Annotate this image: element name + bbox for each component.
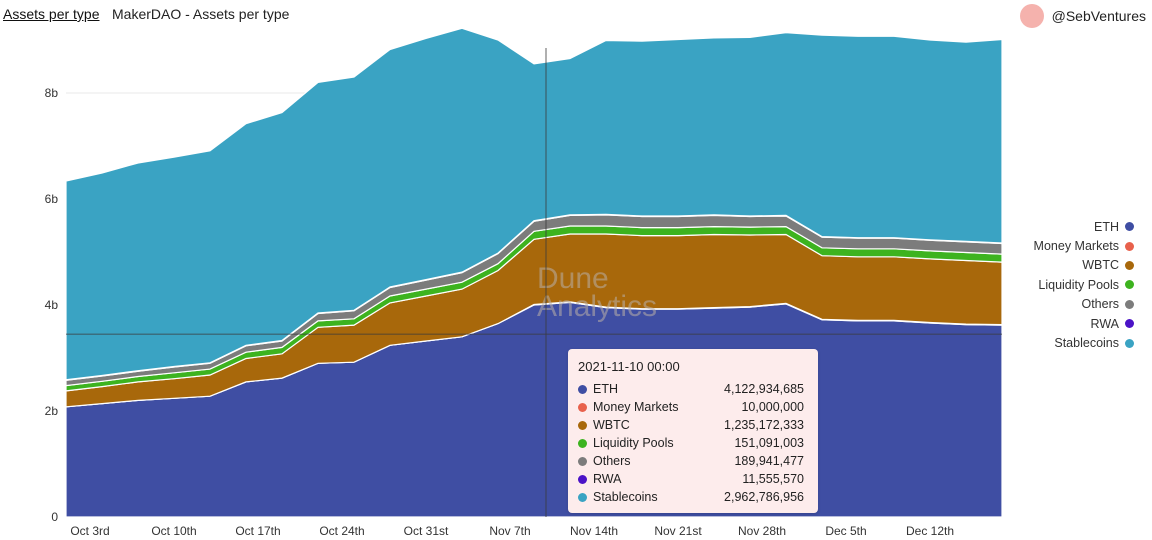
legend-dot-icon xyxy=(1125,222,1134,232)
tooltip-dot-icon xyxy=(578,402,587,412)
legend-label: WBTC xyxy=(1082,258,1119,273)
x-tick-label: Dec 5th xyxy=(825,524,866,538)
author-badge[interactable]: @SebVentures xyxy=(1019,4,1146,28)
y-tick-label: 2b xyxy=(45,404,59,418)
tooltip-series-name: Others xyxy=(593,454,631,468)
x-tick-label: Nov 21st xyxy=(654,524,702,538)
legend-item-others[interactable]: Others xyxy=(1034,295,1134,314)
tooltip-series-value: 151,091,003 xyxy=(734,436,804,450)
legend-label: Stablecoins xyxy=(1054,336,1119,351)
tooltip-series-value: 10,000,000 xyxy=(741,400,804,414)
tooltip-time: 2021-11-10 00:00 xyxy=(578,359,680,374)
tooltip-dot-icon xyxy=(578,456,587,466)
x-tick-label: Oct 3rd xyxy=(70,524,109,538)
tooltip-series-name: RWA xyxy=(593,472,622,486)
legend-label: Money Markets xyxy=(1033,239,1119,254)
y-tick-label: 0 xyxy=(51,510,58,524)
tooltip-series-name: Stablecoins xyxy=(593,490,658,504)
tooltip-series-name: Money Markets xyxy=(593,400,679,414)
legend-label: RWA xyxy=(1090,316,1119,331)
y-tick-label: 8b xyxy=(45,86,59,100)
legend-dot-icon xyxy=(1125,338,1134,348)
tooltip-row: WBTC 1,235,172,333 xyxy=(578,416,804,434)
tooltip-row: RWA 11,555,570 xyxy=(578,470,804,488)
tooltip-row: Money Markets 10,000,000 xyxy=(578,398,804,416)
tooltip-dot-icon xyxy=(578,438,587,448)
tooltip-dot-icon xyxy=(578,384,587,394)
x-tick-label: Nov 14th xyxy=(570,524,618,538)
watermark-line2: Analytics xyxy=(537,290,657,323)
tooltip-row: ETH 4,122,934,685 xyxy=(578,380,804,398)
x-tick-label: Oct 17th xyxy=(235,524,280,538)
x-tick-label: Nov 7th xyxy=(489,524,530,538)
legend-dot-icon xyxy=(1125,319,1134,329)
tooltip-series-value: 11,555,570 xyxy=(742,472,804,486)
legend-label: Liquidity Pools xyxy=(1038,277,1119,292)
legend-item-stablecoins[interactable]: Stablecoins xyxy=(1034,333,1134,352)
tooltip-dot-icon xyxy=(578,420,587,430)
tooltip-series-value: 4,122,934,685 xyxy=(724,382,804,396)
chart-subtitle: MakerDAO - Assets per type xyxy=(112,6,290,22)
tooltip-series-name: ETH xyxy=(593,382,618,396)
x-tick-label: Oct 31st xyxy=(404,524,449,538)
legend-label: Others xyxy=(1081,297,1119,312)
x-tick-label: Nov 28th xyxy=(738,524,786,538)
tooltip-series-value: 1,235,172,333 xyxy=(724,418,804,432)
x-tick-label: Oct 24th xyxy=(319,524,364,538)
tooltip-dot-icon xyxy=(578,492,587,502)
watermark-line1: Dune xyxy=(537,262,609,295)
legend-item-money-markets[interactable]: Money Markets xyxy=(1034,236,1134,255)
legend-label: ETH xyxy=(1094,219,1119,234)
y-tick-label: 4b xyxy=(45,298,59,312)
x-tick-label: Dec 12th xyxy=(906,524,954,538)
legend-dot-icon xyxy=(1125,280,1134,290)
legend-item-eth[interactable]: ETH xyxy=(1034,217,1134,236)
author-name: @SebVentures xyxy=(1051,8,1146,24)
legend-dot-icon xyxy=(1125,241,1134,251)
y-tick-label: 6b xyxy=(45,192,59,206)
tooltip-row: Others 189,941,477 xyxy=(578,452,804,470)
tooltip-series-name: Liquidity Pools xyxy=(593,436,674,450)
tooltip-row: Liquidity Pools 151,091,003 xyxy=(578,434,804,452)
legend-item-liquidity-pools[interactable]: Liquidity Pools xyxy=(1034,275,1134,294)
legend-item-rwa[interactable]: RWA xyxy=(1034,314,1134,333)
chart-header: Assets per type MakerDAO - Assets per ty… xyxy=(0,0,1152,30)
hover-tooltip: 2021-11-10 00:00 ETH 4,122,934,685 Money M… xyxy=(568,349,818,513)
avatar xyxy=(1019,4,1044,28)
legend-dot-icon xyxy=(1125,299,1134,309)
tooltip-series-value: 2,962,786,956 xyxy=(724,490,804,504)
tooltip-row: Stablecoins 2,962,786,956 xyxy=(578,488,804,506)
tooltip-series-value: 189,941,477 xyxy=(734,454,804,468)
chart-legend: ETH Money Markets WBTC Liquidity Pools Other… xyxy=(1034,217,1134,353)
legend-dot-icon xyxy=(1125,260,1134,270)
tab-title[interactable]: Assets per type xyxy=(3,6,100,22)
tooltip-dot-icon xyxy=(578,474,587,484)
legend-item-wbtc[interactable]: WBTC xyxy=(1034,256,1134,275)
tooltip-series-name: WBTC xyxy=(593,418,630,432)
area-stablecoins[interactable] xyxy=(65,27,1003,381)
x-tick-label: Oct 10th xyxy=(151,524,196,538)
